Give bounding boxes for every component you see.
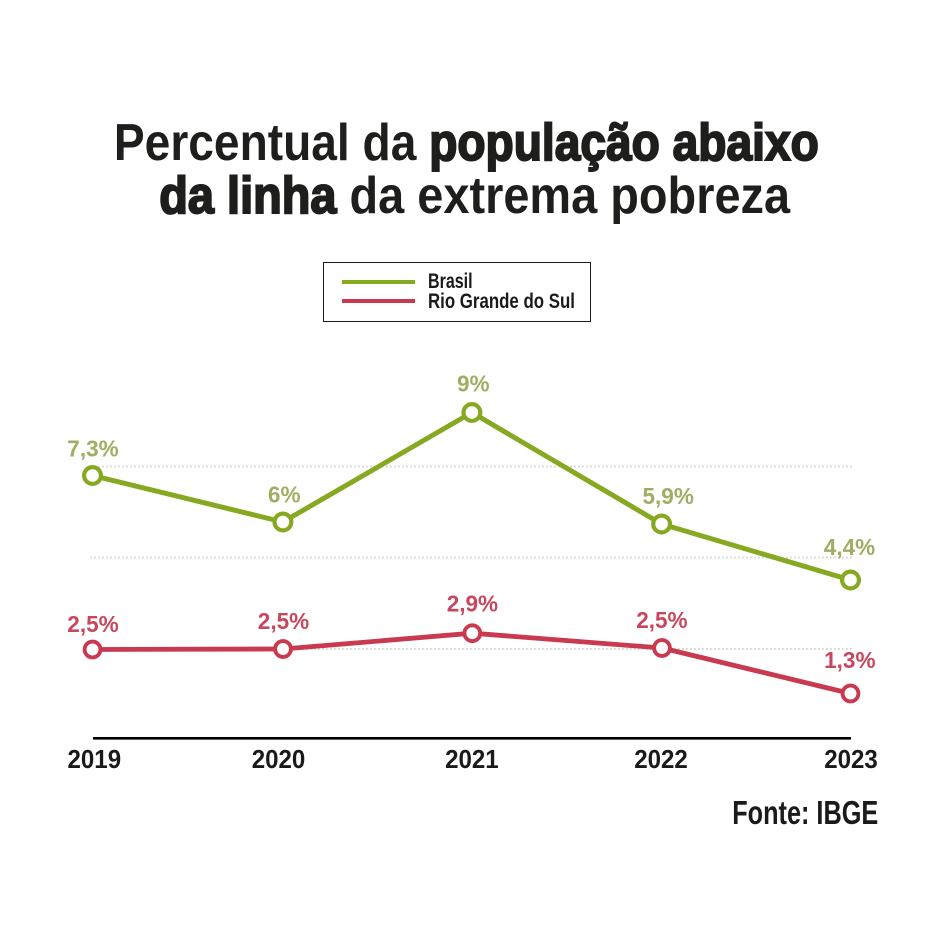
svg-text:9%: 9% bbox=[457, 370, 490, 397]
svg-text:2019: 2019 bbox=[68, 745, 122, 774]
svg-text:7,3%: 7,3% bbox=[67, 435, 118, 462]
svg-text:2020: 2020 bbox=[252, 745, 306, 774]
svg-text:2,5%: 2,5% bbox=[67, 611, 118, 638]
svg-text:Fonte: IBGE: Fonte: IBGE bbox=[732, 795, 878, 832]
svg-text:2,9%: 2,9% bbox=[447, 590, 498, 617]
svg-text:2021: 2021 bbox=[445, 745, 499, 774]
svg-text:6%: 6% bbox=[268, 481, 301, 508]
svg-text:2,5%: 2,5% bbox=[636, 607, 687, 634]
svg-text:1,3%: 1,3% bbox=[824, 647, 875, 674]
svg-text:5,9%: 5,9% bbox=[643, 483, 694, 510]
svg-text:2022: 2022 bbox=[634, 745, 688, 774]
svg-text:2023: 2023 bbox=[824, 745, 878, 774]
svg-text:4,4%: 4,4% bbox=[824, 534, 875, 561]
svg-text:2,5%: 2,5% bbox=[258, 608, 309, 635]
